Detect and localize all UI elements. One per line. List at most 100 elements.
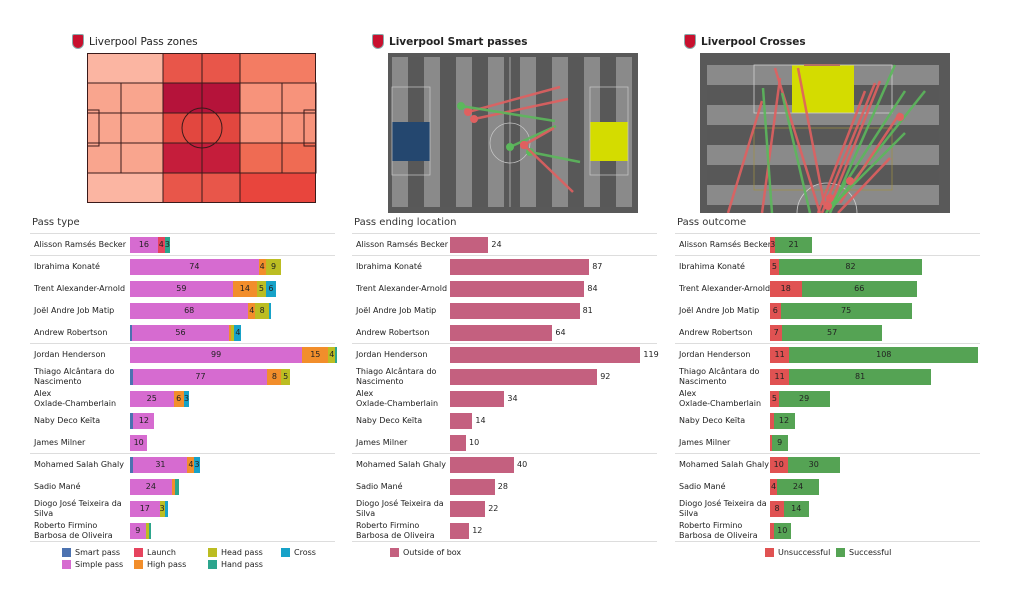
bar-head-pass: 4 xyxy=(328,347,336,363)
bar-smart-pass xyxy=(130,325,132,341)
bar-smart-pass xyxy=(130,457,134,473)
row-separator xyxy=(675,255,980,256)
own-zone xyxy=(392,122,430,161)
bar-value-label: 28 xyxy=(497,482,508,491)
heatmap-cell xyxy=(163,53,202,83)
heatmap-cell xyxy=(202,143,240,173)
pass-arrow xyxy=(529,150,581,164)
row-separator xyxy=(352,541,657,542)
bar-smart-pass xyxy=(130,413,134,429)
bar-simple-pass: 24 xyxy=(130,479,172,495)
player-label: Alex Oxlade-Chamberlain xyxy=(34,389,117,408)
bar-unsuccessful xyxy=(770,435,772,451)
pitch-stripe xyxy=(568,57,584,207)
bar-simple-pass: 31 xyxy=(133,457,188,473)
bar-successful: 66 xyxy=(801,281,917,297)
bar-head-pass: 9 xyxy=(265,259,282,275)
bar-head-pass: 5 xyxy=(257,281,266,297)
bar-successful: 82 xyxy=(778,259,923,275)
player-label: Naby Deco Keïta xyxy=(679,416,746,425)
player-label: Sadio Mané xyxy=(356,482,403,491)
pass-arrow xyxy=(523,126,555,147)
heatmap-cell xyxy=(87,113,163,143)
cross-line xyxy=(826,80,882,212)
bar-simple-pass: 77 xyxy=(133,369,268,385)
heatmap-cell xyxy=(163,173,202,203)
player-label: Roberto Firmino Barbosa de Oliveira xyxy=(356,521,435,540)
player-label: Alisson Ramsés Becker xyxy=(34,240,127,249)
smart-passes-pitch xyxy=(388,53,638,213)
bar-outside-of-box xyxy=(450,369,598,385)
bar-simple-pass: 10 xyxy=(130,435,148,451)
bar-simple-pass: 99 xyxy=(130,347,303,363)
cross-line xyxy=(726,100,764,213)
player-label: James Milner xyxy=(679,438,731,447)
bar-simple-pass: 68 xyxy=(130,303,249,319)
legend-item: Outside of box xyxy=(390,548,461,557)
bar-launch: 4 xyxy=(157,237,165,253)
bar-value-label: 22 xyxy=(488,504,499,513)
pass-arrow xyxy=(467,85,561,114)
cross-line xyxy=(761,87,774,213)
pass-arrow xyxy=(460,104,556,123)
player-label: Alex Oxlade-Chamberlain xyxy=(679,389,762,408)
legend-swatch xyxy=(62,560,71,569)
panel-title: Liverpool Pass zones xyxy=(72,34,198,49)
heatmap-cell xyxy=(240,53,316,83)
pass-origin-dot xyxy=(506,143,514,151)
bar-high-pass: 15 xyxy=(302,347,329,363)
legend-item: Simple pass xyxy=(62,560,123,569)
player-label: Naby Deco Keïta xyxy=(34,416,101,425)
bar-value-label: 64 xyxy=(555,328,566,337)
penalty-box xyxy=(391,86,431,176)
bar-successful: 9 xyxy=(771,435,788,451)
bar-high-pass: 14 xyxy=(232,281,258,297)
player-label: Jordan Henderson xyxy=(679,350,751,359)
bar-outside-of-box xyxy=(450,325,553,341)
bar-successful: 30 xyxy=(787,457,840,473)
cross-origin-dot xyxy=(826,194,834,202)
player-label: Thiago Alcântara do Nascimento xyxy=(679,367,760,386)
pass-origin-dot xyxy=(457,102,465,110)
bar-outside-of-box xyxy=(450,501,486,517)
bar-head-pass xyxy=(145,523,150,539)
bar-value-label: 92 xyxy=(600,372,611,381)
legend-label: Hand pass xyxy=(221,560,263,569)
bar-simple-pass: 56 xyxy=(131,325,230,341)
bar-successful: 57 xyxy=(782,325,882,341)
heatmap-cell xyxy=(240,113,316,143)
pitch-stripe xyxy=(520,57,536,207)
heatmap-cell xyxy=(87,53,163,83)
bar-outside-of-box xyxy=(450,391,505,407)
bar-value-label: 12 xyxy=(472,526,483,535)
cross-line xyxy=(816,90,867,213)
player-label: Diogo José Teixeira da Silva xyxy=(34,499,122,518)
bar-outside-of-box xyxy=(450,259,590,275)
goal-box xyxy=(87,109,100,147)
panel-title: Liverpool Crosses xyxy=(684,34,806,49)
player-label: Joël Andre Job Matip xyxy=(679,306,760,315)
player-label: Andrew Robertson xyxy=(679,328,753,337)
section-header: Pass ending location xyxy=(354,217,457,228)
bar-simple-pass: 16 xyxy=(130,237,158,253)
bar-outside-of-box xyxy=(450,281,585,297)
section-header: Pass type xyxy=(32,217,80,228)
bar-hand-pass: 3 xyxy=(164,237,171,253)
bar-high-pass: 4 xyxy=(258,259,266,275)
row-separator xyxy=(675,233,980,234)
player-label: Diogo José Teixeira da Silva xyxy=(679,499,767,518)
heatmap-cell xyxy=(240,83,316,113)
bar-unsuccessful xyxy=(770,523,774,539)
cross-line xyxy=(773,67,822,213)
legend-label: Outside of box xyxy=(403,548,462,557)
pitch-stripe xyxy=(440,57,456,207)
bar-head-pass: 5 xyxy=(281,369,291,385)
bar-value-label: 81 xyxy=(582,306,593,315)
bar-simple-pass: 12 xyxy=(133,413,155,429)
panel-title: Liverpool Smart passes xyxy=(372,34,528,49)
player-label: Joël Andre Job Matip xyxy=(34,306,115,315)
panel-title-text: Liverpool Crosses xyxy=(701,35,806,48)
pitch-stripe xyxy=(707,145,939,165)
legend-item: Launch xyxy=(134,548,176,557)
legend-swatch xyxy=(134,548,143,557)
